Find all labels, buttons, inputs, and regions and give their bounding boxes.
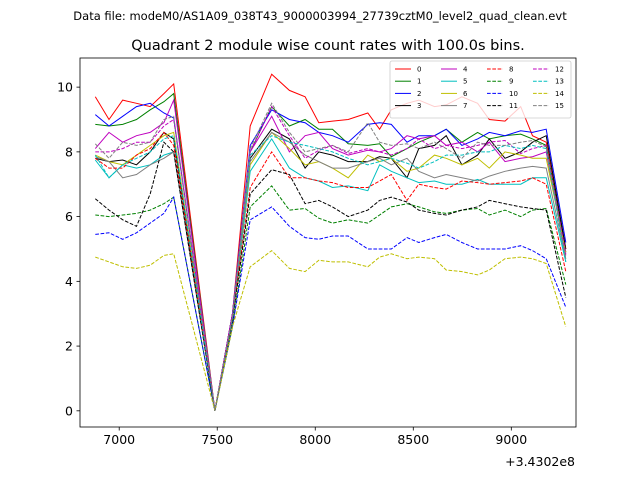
x-tick-label: 8000	[299, 432, 331, 447]
legend-label-1: 1	[417, 78, 421, 86]
y-tick-label: 6	[65, 209, 73, 224]
figure-suptitle: Data file: modeM0/AS1A09_038T43_90000039…	[73, 9, 567, 23]
y-tick-label: 2	[65, 339, 73, 354]
legend-label-0: 0	[417, 66, 421, 74]
series-line-5	[94, 137, 567, 411]
y-tick-label: 10	[57, 80, 73, 95]
legend-label-15: 15	[555, 102, 564, 110]
series-line-8	[95, 131, 567, 411]
series-line-14	[95, 249, 567, 411]
x-tick-label: 9000	[495, 432, 527, 447]
legend-label-14: 14	[555, 90, 564, 98]
series-line-12	[95, 105, 567, 411]
plot-area	[79, 57, 577, 428]
y-tick-label: 8	[65, 144, 73, 159]
legend-label-11: 11	[509, 102, 518, 110]
legend-label-3: 3	[417, 102, 421, 110]
legend-label-9: 9	[509, 78, 513, 86]
x-axis-offset-label: +3.4302e8	[505, 454, 575, 469]
series-line-13	[94, 135, 567, 411]
series-line-10	[95, 195, 567, 411]
series-line-6	[95, 131, 567, 411]
plot-frame	[79, 57, 577, 428]
legend-label-10: 10	[509, 90, 518, 98]
x-tick-label: 8500	[397, 432, 429, 447]
x-tick-label: 7500	[201, 432, 233, 447]
y-tick-label: 0	[65, 403, 73, 418]
legend-label-5: 5	[463, 78, 467, 86]
legend-label-4: 4	[463, 66, 468, 74]
series-line-11	[94, 141, 567, 411]
series-line-0	[94, 73, 567, 411]
series-line-9	[95, 185, 567, 411]
chart-title: Quadrant 2 module wise count rates with …	[131, 38, 525, 54]
legend-label-12: 12	[555, 66, 564, 74]
legend-box	[389, 60, 572, 119]
legend-label-6: 6	[463, 90, 468, 98]
series-line-15	[94, 102, 567, 411]
series-line-2	[94, 102, 567, 411]
y-axis: 0 2 4 6 8 10	[57, 80, 80, 418]
series-line-7	[95, 131, 567, 411]
x-axis: 7000 7500 8000 8500 9000	[103, 427, 527, 447]
legend-label-13: 13	[555, 78, 564, 86]
legend-label-2: 2	[417, 90, 421, 98]
legend-label-8: 8	[509, 66, 513, 74]
x-tick-label: 7000	[103, 432, 135, 447]
y-tick-label: 4	[65, 274, 73, 289]
legend-label-7: 7	[463, 102, 467, 110]
